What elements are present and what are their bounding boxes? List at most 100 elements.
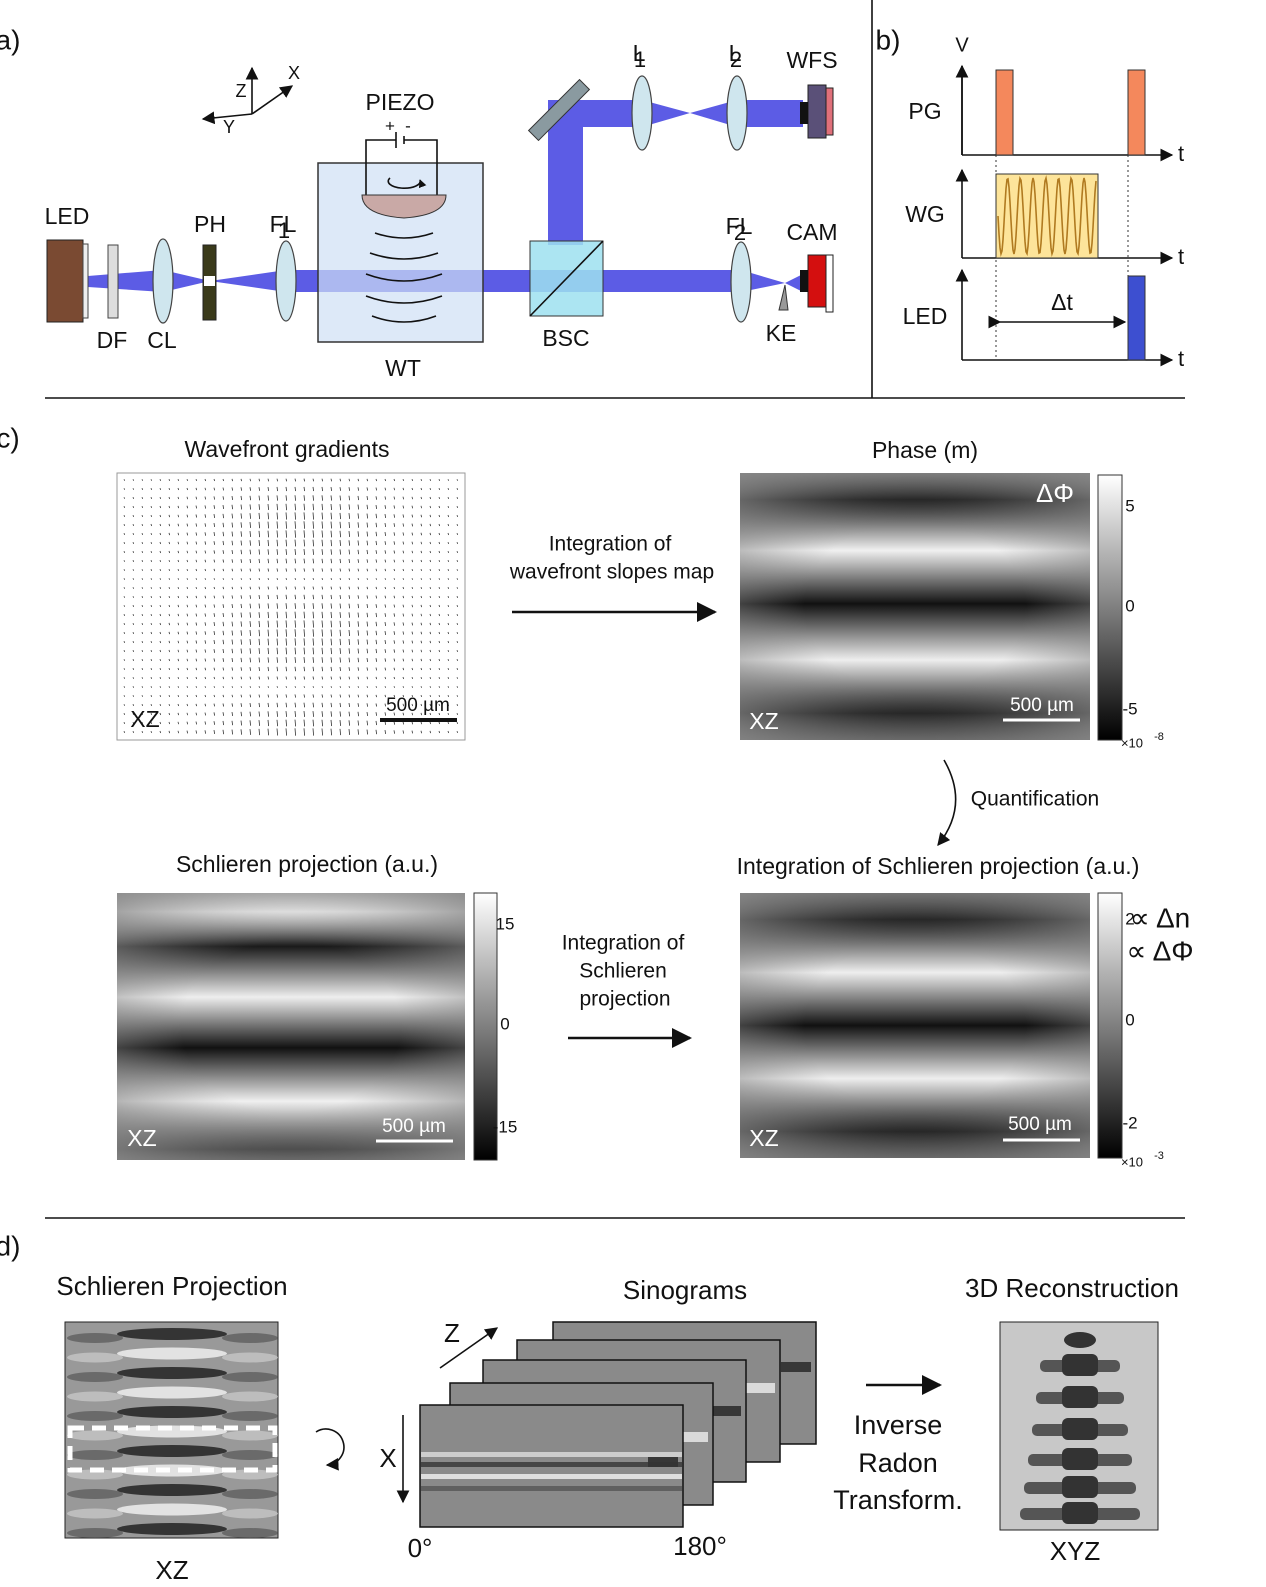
axis-label: Z — [236, 81, 247, 101]
gradient-arrow — [133, 668, 134, 670]
stripe — [222, 1489, 278, 1499]
gradient-arrow — [142, 479, 143, 481]
colorbar-tick: -2 — [1122, 1113, 1137, 1132]
gradient-arrow — [448, 722, 449, 724]
stripe — [222, 1450, 278, 1460]
gradient-arrow — [133, 623, 134, 625]
gradient-arrow — [133, 614, 134, 616]
gradient-arrow — [394, 578, 395, 580]
led-pulse — [1128, 276, 1145, 360]
gradient-arrow — [457, 686, 458, 688]
stripe — [222, 1333, 278, 1343]
knife-edge — [779, 285, 788, 310]
gradient-arrow — [340, 686, 341, 688]
gradient-arrow — [124, 569, 125, 571]
stripe — [117, 1523, 227, 1535]
label: 2 — [730, 47, 742, 72]
gradient-arrow — [457, 488, 458, 490]
sinogram-line — [421, 1452, 682, 1457]
gradient-arrow — [430, 488, 431, 490]
gradient-arrow — [160, 569, 161, 571]
stripe — [222, 1411, 278, 1421]
gradient-arrow — [430, 569, 431, 571]
stripe — [67, 1353, 123, 1363]
gradient-arrow — [151, 479, 152, 481]
gradient-arrow — [232, 686, 233, 688]
lens-cl — [153, 239, 173, 323]
gradient-arrow — [169, 587, 170, 589]
gradient-arrow — [448, 506, 449, 508]
gradient-arrow — [439, 578, 440, 580]
gradient-arrow — [151, 551, 152, 553]
stripe — [222, 1392, 278, 1402]
gradient-arrow — [439, 479, 440, 481]
sinogram-stack — [420, 1322, 816, 1527]
gradient-arrow — [151, 650, 152, 652]
label: WG — [905, 201, 945, 227]
sinogram-line — [421, 1486, 682, 1491]
gradient-arrow — [142, 488, 143, 490]
gradient-arrow — [439, 569, 440, 571]
quantification-arrow — [938, 760, 956, 845]
gradient-arrow — [160, 605, 161, 607]
gradient-arrow — [142, 578, 143, 580]
gradient-arrow — [214, 686, 215, 688]
gradient-arrow — [133, 542, 134, 544]
gradient-arrow — [457, 596, 458, 598]
gradient-arrow — [421, 569, 422, 571]
gradient-arrow — [151, 677, 152, 679]
label: wavefront slopes map — [509, 561, 714, 584]
gradient-arrow — [133, 515, 134, 517]
gradient-arrow — [196, 479, 197, 481]
gradient-arrow — [448, 542, 449, 544]
gradient-arrow — [133, 497, 134, 499]
gradient-arrow — [403, 479, 404, 481]
gradient-arrow — [142, 614, 143, 616]
gradient-arrow — [349, 578, 350, 580]
gradient-arrow — [241, 578, 242, 580]
gradient-arrow — [421, 587, 422, 589]
gradient-arrow — [457, 515, 458, 517]
gradient-arrow — [448, 587, 449, 589]
label: V — [955, 34, 969, 56]
gradient-arrow — [385, 578, 386, 580]
gradient-arrow — [457, 542, 458, 544]
lens-fl2 — [731, 242, 751, 322]
gradient-arrow — [457, 524, 458, 526]
diffuser — [108, 245, 118, 318]
gradient-arrow — [142, 524, 143, 526]
gradient-arrow — [322, 686, 323, 688]
colorbar-tick: 0 — [500, 1014, 509, 1033]
gradient-arrow — [160, 686, 161, 688]
gradient-arrow — [142, 695, 143, 697]
label: LED — [45, 203, 90, 229]
gradient-arrow — [124, 506, 125, 508]
label: WFS — [786, 47, 837, 73]
gradient-arrow — [250, 686, 251, 688]
gradient-arrow — [124, 731, 125, 733]
gradient-arrow — [421, 479, 422, 481]
gradient-arrow — [151, 659, 152, 661]
gradient-arrow — [178, 686, 179, 688]
gradient-arrow — [187, 569, 188, 571]
stripe — [117, 1387, 227, 1399]
gradient-arrow — [142, 569, 143, 571]
gradient-arrow — [313, 686, 314, 688]
axis-label: X — [288, 63, 300, 83]
stripe — [117, 1445, 227, 1457]
axis-arrow — [252, 86, 292, 114]
gradient-arrow — [268, 686, 269, 688]
gradient-arrow — [133, 551, 134, 553]
gradient-arrow — [133, 650, 134, 652]
label: projection — [579, 988, 670, 1011]
gradient-arrow — [412, 479, 413, 481]
label: 1 — [278, 218, 290, 243]
pulse — [996, 70, 1013, 155]
camera-sensor — [800, 270, 808, 292]
label: t — [1178, 346, 1184, 371]
label: 1 — [634, 47, 646, 72]
gradient-arrow — [205, 578, 206, 580]
gradient-arrow — [124, 686, 125, 688]
gradient-arrow — [133, 578, 134, 580]
view-label: XZ — [749, 708, 778, 734]
